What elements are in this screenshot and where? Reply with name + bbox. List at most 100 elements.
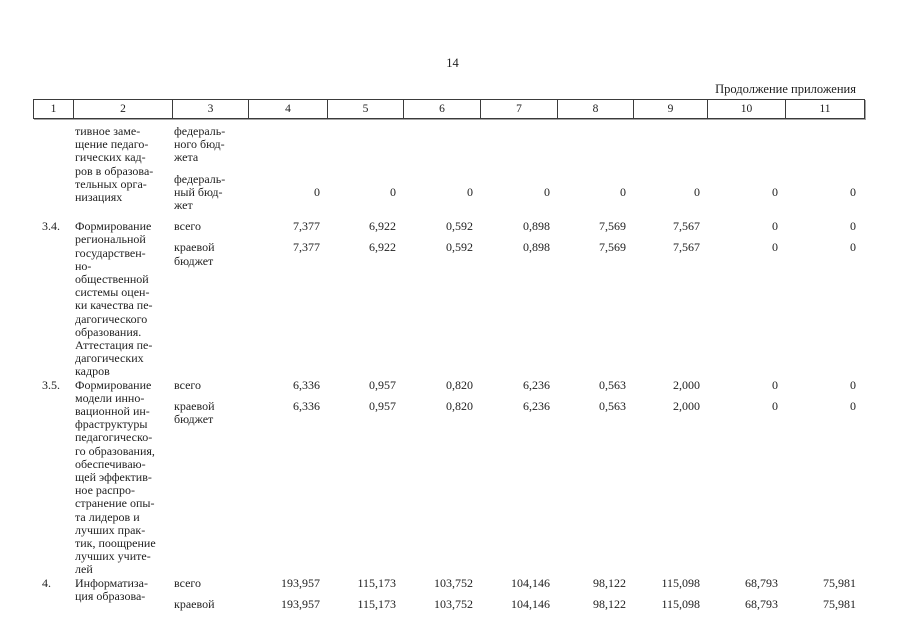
value-cell: 6,236: [523, 377, 550, 392]
value-cell: 98,122: [593, 596, 626, 611]
value-column: 115,098 115,098: [633, 576, 707, 619]
value-slot: 6,922: [327, 241, 403, 275]
value-column: 6,336 6,336: [248, 377, 327, 435]
value-slot: 7,377: [248, 219, 327, 241]
value-slot: [707, 125, 785, 173]
value-cell: 7,567: [673, 219, 700, 234]
row-activity-title: Информатиза- ция образова-: [75, 575, 148, 603]
value-cell: 6,236: [523, 398, 550, 413]
column-header-cell: 6: [404, 100, 481, 118]
value-cell: 115,098: [661, 596, 700, 611]
value-slot: 7,377: [248, 241, 327, 275]
value-column: 0: [480, 125, 557, 220]
value-slot: 68,793: [707, 576, 785, 598]
value-cell: 0,820: [446, 377, 473, 392]
value-cell: 0: [850, 398, 856, 413]
value-slot: 0,820: [403, 399, 480, 434]
value-column: 7,567 7,567: [633, 219, 707, 276]
value-slot: 7,567: [633, 241, 707, 275]
budget-source-label: краевой: [174, 596, 215, 611]
value-slot: 0: [248, 173, 327, 221]
value-cell: 75,981: [823, 596, 856, 611]
row-activity-title: Формирование региональной государствен- …: [75, 219, 153, 379]
value-cell: 0,592: [446, 240, 473, 255]
page-number: 14: [446, 56, 459, 70]
value-slot: 0,957: [327, 377, 403, 400]
value-column: 0,957 0,957: [327, 377, 403, 435]
budget-source-label: краевой бюджет: [174, 398, 215, 427]
row-number: 3.5.: [42, 377, 60, 392]
value-cell: 0,957: [369, 377, 396, 392]
value-slot: 0: [480, 173, 557, 221]
budget-source-label: всего: [174, 219, 202, 234]
value-cell: 103,752: [434, 575, 473, 590]
value-slot: 193,957: [248, 575, 327, 598]
value-column: 0,592 0,592: [403, 219, 480, 276]
value-cell: 0,592: [446, 219, 473, 234]
budget-source-stack: всего краевой: [172, 575, 248, 619]
value-slot: 0: [707, 241, 785, 275]
value-cell: 0: [467, 184, 473, 199]
value-slot: 115,098: [633, 576, 707, 598]
row-activity-title: Формирование модели инно- вационной ин- …: [75, 377, 156, 577]
budget-source-label: всего: [174, 377, 202, 392]
value-slot: [248, 125, 327, 173]
value-slot: 7,569: [557, 241, 633, 275]
column-header-cell: 7: [481, 100, 558, 118]
value-slot: [785, 125, 863, 173]
value-cell: 0,563: [599, 398, 626, 413]
value-column: 0: [557, 125, 633, 220]
value-column: 68,793 68,793: [707, 576, 785, 619]
value-cell: 0: [772, 377, 778, 392]
value-slot: 0,820: [403, 377, 480, 400]
value-column: 0: [327, 125, 403, 220]
value-cell: 193,957: [281, 575, 320, 590]
value-slot: 0: [707, 219, 785, 241]
value-cell: 193,957: [281, 596, 320, 611]
value-slot: 98,122: [557, 576, 633, 598]
value-cell: 68,793: [745, 596, 778, 611]
value-slot: 0: [785, 173, 863, 221]
value-slot: 98,122: [557, 596, 633, 619]
value-column: 75,981 75,981: [785, 575, 863, 619]
value-slot: 0,592: [403, 219, 480, 241]
value-slot: 7,569: [557, 219, 633, 241]
column-header-cell: 4: [249, 100, 328, 118]
budget-source-label: всего: [174, 575, 202, 590]
value-slot: 75,981: [785, 596, 863, 619]
value-cell: 0,563: [599, 377, 626, 392]
value-column: 6,922 6,922: [327, 219, 403, 276]
value-column: 7,569 7,569: [557, 219, 633, 276]
column-header-cell: 9: [634, 100, 708, 118]
value-cell: 0: [390, 184, 396, 199]
value-cell: 0: [850, 240, 856, 255]
value-slot: 103,752: [403, 575, 480, 598]
value-column: 6,236 6,236: [480, 377, 557, 435]
value-cell: 6,336: [293, 398, 320, 413]
value-column: 0: [707, 125, 785, 220]
continuation-note: Продолжение приложения: [715, 82, 856, 96]
value-slot: 0: [785, 377, 863, 400]
value-slot: 2,000: [633, 378, 707, 400]
value-slot: 0: [633, 173, 707, 221]
budget-source-label: федераль- ного бюд- жета: [174, 124, 226, 165]
value-column: 2,000 2,000: [633, 378, 707, 435]
value-cell: 75,981: [823, 575, 856, 590]
value-column: 0,563 0,563: [557, 377, 633, 435]
value-cell: 7,569: [599, 219, 626, 234]
value-cell: 6,336: [293, 377, 320, 392]
value-column: 0: [248, 125, 327, 220]
value-column: 0: [403, 125, 480, 220]
value-slot: 6,922: [327, 219, 403, 241]
value-cell: 0: [544, 184, 550, 199]
budget-source-stack: федераль- ного бюд- жета федераль- ный бю…: [172, 124, 248, 220]
value-cell: 0: [850, 377, 856, 392]
value-column: 7,377 7,377: [248, 219, 327, 276]
value-cell: 0: [772, 184, 778, 199]
table-row: 3.5. Формирование модели инно- вационной …: [33, 377, 865, 577]
column-header-cell: 1: [34, 100, 74, 118]
value-slot: 0: [707, 377, 785, 400]
